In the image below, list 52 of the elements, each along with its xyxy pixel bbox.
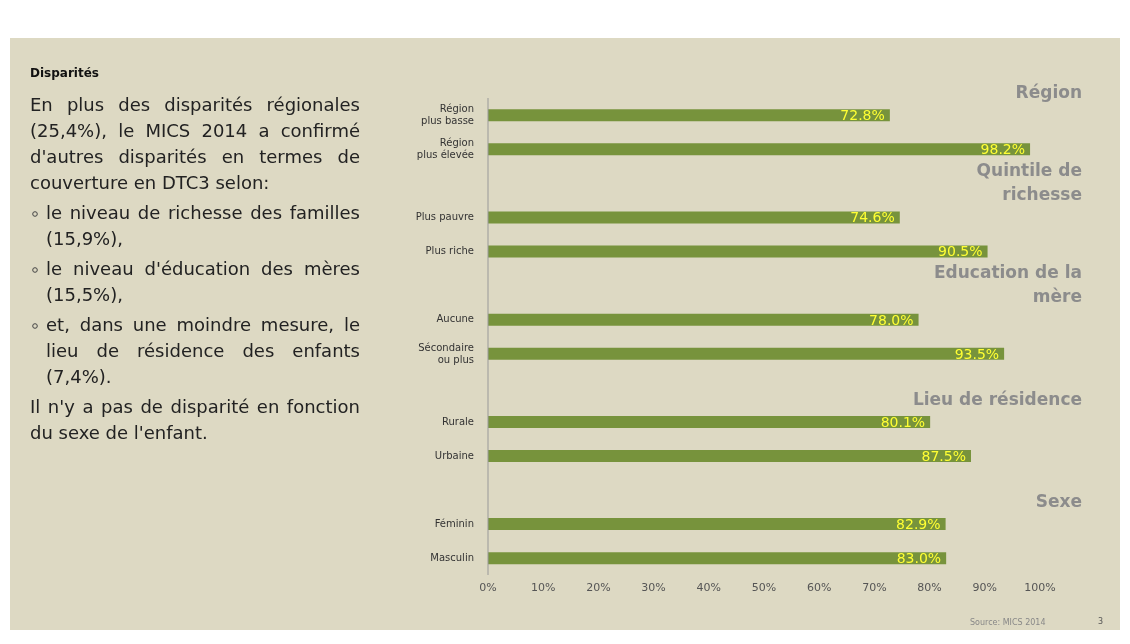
- bar: [488, 552, 947, 565]
- bar: [488, 415, 931, 428]
- x-tick-label: 40%: [696, 580, 722, 594]
- x-tick-label: 100%: [1024, 580, 1056, 594]
- source-note: Source: MICS 2014: [970, 618, 1046, 627]
- y-tick-label: Plus riche: [425, 245, 474, 257]
- data-label: 82.9%: [896, 516, 941, 533]
- annotation: Lieu de résidence: [912, 387, 1082, 411]
- data-label: 72.8%: [840, 107, 885, 124]
- text: En plus des disparités régionales (25,4%), le MICS 2014 a confirmé d'autres disparités en termes de couverture en DTC3 selon:: [30, 94, 360, 193]
- bar: [488, 313, 919, 326]
- text: et, dans une moindre mesure, le lieu de résidence des enfants (7,4%).: [46, 314, 360, 387]
- data-label: 80.1%: [880, 413, 926, 430]
- x-tick-label: 80%: [917, 580, 942, 594]
- text: 3: [1098, 617, 1104, 626]
- y-tick-label: Aucune: [436, 313, 474, 325]
- data-label: 78.0%: [869, 311, 914, 328]
- x-tick-label: 70%: [862, 580, 887, 594]
- annotation: Quintile de richesse: [975, 159, 1082, 207]
- y-tick-label: Masculin: [430, 551, 474, 563]
- x-tick-label: 90%: [972, 580, 998, 594]
- y-tick-label: Féminin: [434, 517, 474, 529]
- x-tick-label: 10%: [530, 580, 556, 594]
- x-tick-label: 0%: [479, 580, 497, 594]
- y-tick-label: Rurale: [441, 415, 474, 427]
- y-tick-label: Région plus élevée: [416, 137, 474, 161]
- bar: [488, 211, 900, 224]
- y-tick-label: Sécondaire ou plus: [418, 341, 474, 365]
- annotation: Education de la mère: [933, 261, 1082, 309]
- y-tick-label: Région plus basse: [421, 103, 474, 127]
- bar: [488, 143, 1031, 156]
- data-label: 98.2%: [980, 141, 1026, 158]
- y-tick-label: Urbaine: [434, 449, 474, 461]
- data-label: 87.5%: [921, 447, 966, 464]
- annotation: Sexe: [1034, 489, 1082, 513]
- x-tick-label: 20%: [586, 580, 611, 594]
- x-tick-label: 60%: [806, 580, 832, 594]
- x-tick-label: 30%: [641, 580, 666, 594]
- bar: [488, 109, 890, 122]
- bar: [488, 449, 971, 462]
- data-label: 74.6%: [850, 209, 895, 226]
- text: Disparités: [30, 66, 99, 80]
- text: Il n'y a pas de disparité en fonction du sexe de l'enfant.: [30, 396, 360, 443]
- data-label: 93.5%: [954, 345, 1000, 362]
- annotation: Région: [1014, 81, 1082, 104]
- bar: [488, 347, 1005, 360]
- bar: [488, 245, 988, 258]
- x-tick-label: 50%: [751, 580, 777, 594]
- bar: [488, 518, 946, 531]
- y-tick-label: Plus pauvre: [415, 211, 474, 223]
- data-label: 83.0%: [896, 550, 942, 567]
- data-label: 90.5%: [938, 243, 983, 260]
